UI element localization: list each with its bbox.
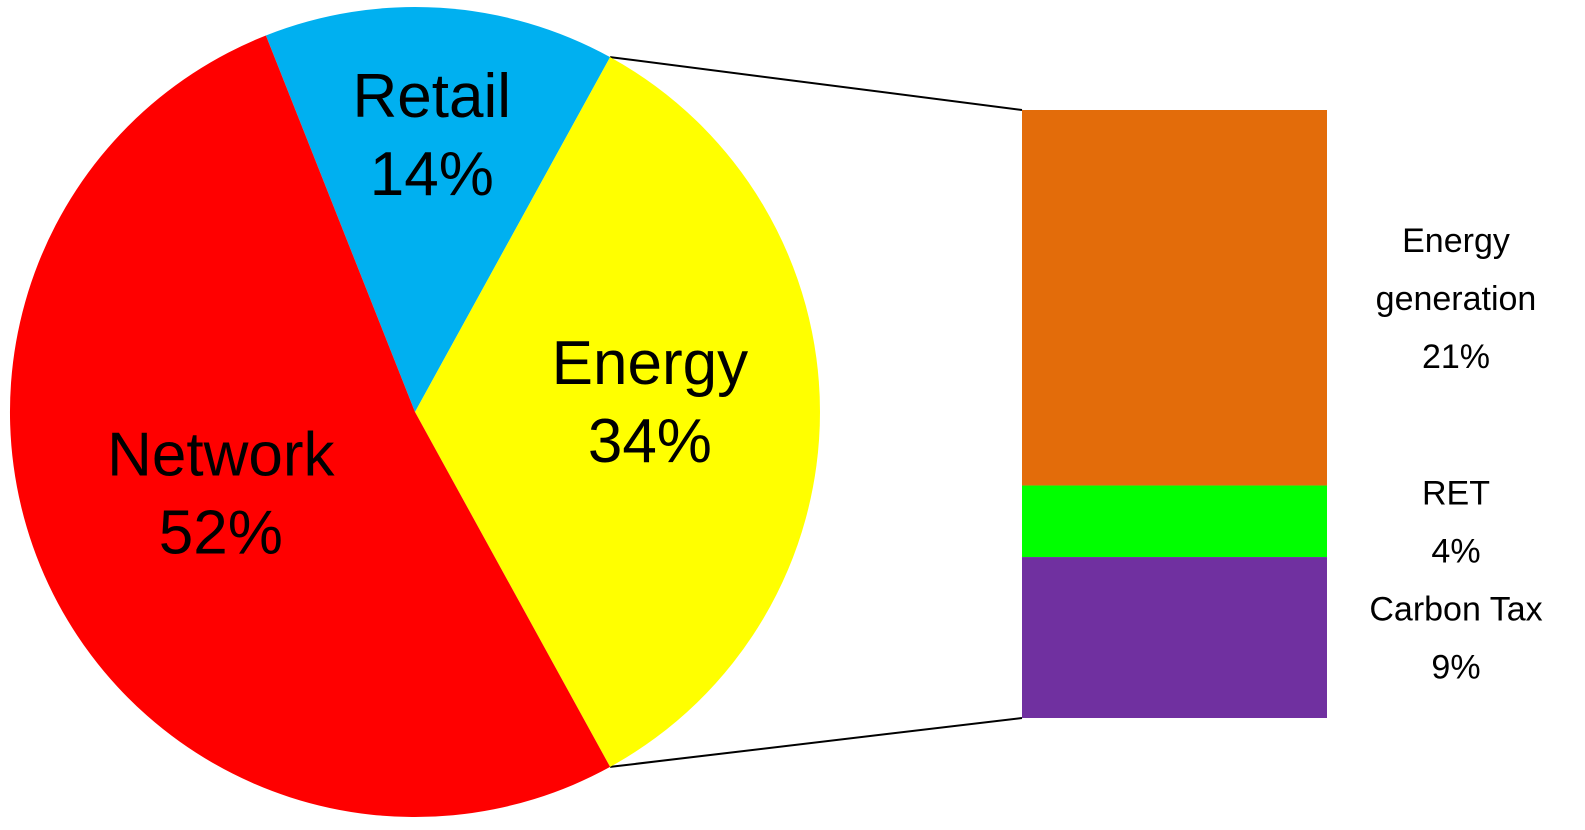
stacked-bar-group — [1022, 110, 1327, 718]
bar-label-carbon-tax-0: Carbon Tax — [1369, 591, 1542, 629]
connector-line-bottom — [609, 717, 1023, 768]
label-group: Retail 14% Energy 34% Network 52% Energy genera… — [107, 62, 1543, 686]
pie-slice-retail — [265, 7, 611, 413]
pie-slice-energy — [415, 57, 820, 767]
bar-value-label-ret: 4% — [1431, 532, 1480, 570]
bar-segment-energy-generation — [1022, 110, 1327, 486]
bar-segment-ret — [1022, 485, 1327, 558]
bar-label-energy-generation-1: generation — [1376, 280, 1537, 318]
pie-value-label-network: 52% — [159, 498, 283, 567]
pie-slice-network — [9, 35, 611, 818]
connector-lines — [609, 56, 1023, 768]
bar-value-label-carbon-tax: 9% — [1431, 649, 1480, 687]
pie-value-label-retail: 14% — [370, 140, 494, 209]
connector-line-top — [609, 56, 1023, 111]
bar-value-label-energy-generation: 21% — [1422, 338, 1490, 376]
bar-segment-carbon-tax — [1022, 557, 1327, 718]
pie-group — [9, 7, 820, 818]
pie-label-energy: Energy — [552, 329, 748, 398]
pie-value-label-energy: 34% — [588, 407, 712, 476]
pie-label-retail: Retail — [353, 62, 512, 131]
bar-label-energy-generation-0: Energy — [1402, 222, 1510, 260]
bar-label-ret-0: RET — [1422, 474, 1490, 512]
pie-label-network: Network — [107, 420, 335, 489]
